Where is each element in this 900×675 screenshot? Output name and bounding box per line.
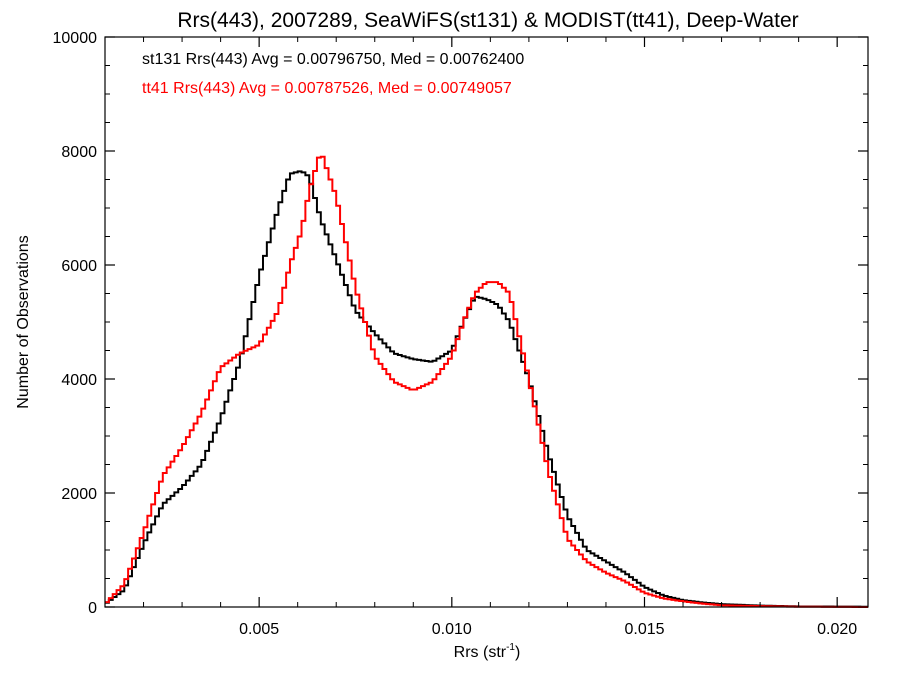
y-axis-label: Number of Observations	[15, 235, 32, 408]
x-tick-label: 0.010	[432, 621, 472, 638]
y-tick-label: 2000	[61, 486, 97, 503]
annotation-tt41: tt41 Rrs(443) Avg = 0.00787526, Med = 0.…	[142, 80, 512, 97]
chart-title: Rrs(443), 2007289, SeaWiFS(st131) & MODI…	[177, 9, 798, 32]
x-axis-label: Rrs (str-1)	[454, 642, 521, 661]
y-tick-label: 6000	[61, 258, 97, 275]
x-axis-label-main: Rrs (str	[454, 644, 507, 661]
annotation-st131: st131 Rrs(443) Avg = 0.00796750, Med = 0…	[142, 51, 524, 68]
x-tick-label: 0.020	[817, 621, 857, 638]
plot-frame	[104, 36, 869, 608]
y-tick-label: 4000	[61, 372, 97, 389]
x-tick-label: 0.015	[624, 621, 664, 638]
series-layer	[105, 155, 868, 608]
y-tick-label: 8000	[61, 144, 97, 161]
x-axis-label-sup: -1	[506, 642, 515, 653]
y-tick-label: 0	[88, 600, 97, 617]
y-tick-label: 10000	[53, 30, 98, 47]
x-tick-label: 0.005	[239, 621, 279, 638]
series-st131-line	[105, 170, 868, 608]
series-tt41-line	[105, 155, 868, 608]
axes-layer: 0.005 0.010 0.015 0.020 0 2000 4000 6000 8000 100…	[53, 30, 868, 638]
x-axis-label-end: )	[515, 644, 520, 661]
